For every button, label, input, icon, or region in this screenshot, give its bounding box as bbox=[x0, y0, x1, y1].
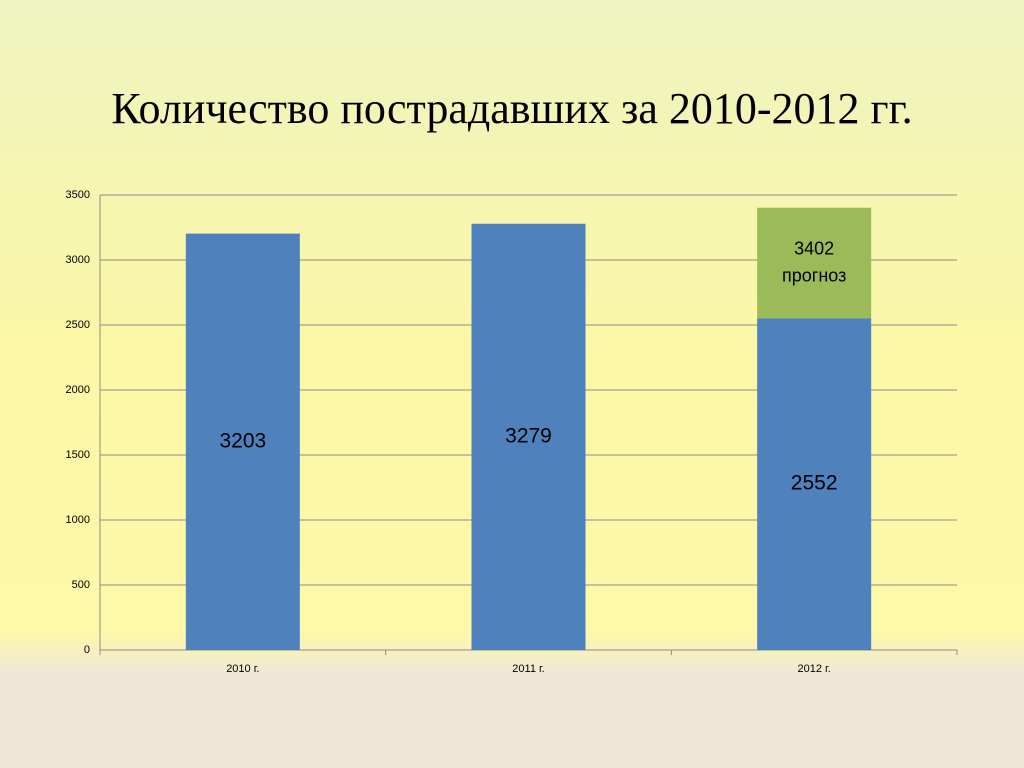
data-label: прогноз bbox=[782, 266, 846, 286]
bar-segment bbox=[471, 223, 586, 651]
y-tick-label: 500 bbox=[72, 579, 90, 591]
y-tick-label: 1500 bbox=[66, 449, 90, 461]
bar-segment bbox=[757, 207, 872, 319]
bar-segment bbox=[185, 233, 300, 651]
y-tick-label: 3500 bbox=[66, 189, 90, 201]
data-label: 3203 bbox=[219, 429, 266, 452]
x-tick-label: 2010 г. bbox=[226, 663, 259, 675]
y-tick-label: 1000 bbox=[66, 514, 90, 526]
x-tick-label: 2011 г. bbox=[512, 663, 544, 675]
y-tick-label: 2500 bbox=[66, 319, 90, 331]
chart-title: Количество пострадавших за 2010-2012 гг. bbox=[111, 84, 912, 133]
y-tick-label: 3000 bbox=[66, 254, 90, 266]
data-label: 2552 bbox=[791, 472, 838, 495]
data-label: 3279 bbox=[505, 424, 552, 447]
x-tick-label: 2012 г. bbox=[798, 663, 831, 675]
data-label: 3402 bbox=[794, 239, 834, 259]
y-tick-label: 2000 bbox=[66, 384, 90, 396]
bar-segment bbox=[757, 318, 872, 650]
y-tick-label: 0 bbox=[84, 644, 90, 656]
